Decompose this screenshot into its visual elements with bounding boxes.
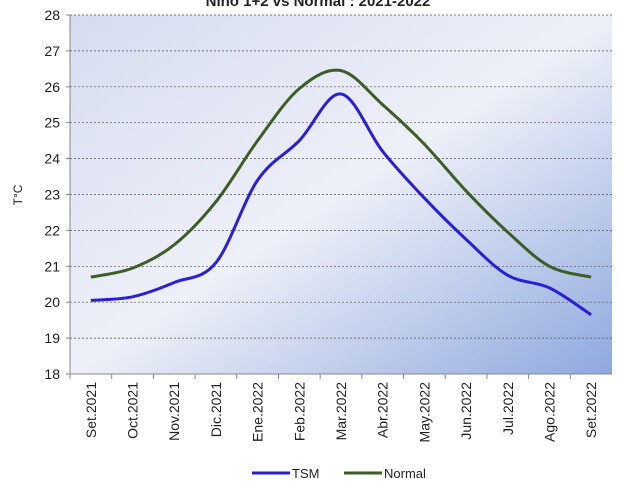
x-tick-label: Ago.2022	[541, 382, 557, 442]
y-tick-label: 28	[44, 7, 60, 23]
y-tick-label: 24	[44, 151, 60, 167]
x-tick-label: Oct.2021	[125, 382, 141, 439]
x-tick-label: Dic.2021	[208, 382, 224, 437]
chart-title: Niño 1+2 vs Normal : 2021-2022	[206, 0, 431, 10]
x-tick-label: Feb.2022	[291, 382, 307, 441]
y-tick-label: 21	[44, 258, 60, 274]
y-tick-label: 22	[44, 222, 60, 238]
y-tick-label: 23	[44, 187, 60, 203]
legend-label: Normal	[384, 466, 426, 481]
y-tick-label: 18	[44, 366, 60, 382]
x-tick-label: May.2022	[416, 382, 432, 443]
x-tick-label: Set.2021	[83, 382, 99, 438]
x-tick-label: Ene.2022	[250, 382, 266, 442]
x-tick-label: Mar.2022	[333, 382, 349, 441]
y-axis-label: T°C	[11, 184, 25, 205]
y-tick-label: 26	[44, 79, 60, 95]
y-tick-label: 25	[44, 115, 60, 131]
legend-label: TSM	[292, 466, 319, 481]
x-tick-label: Abr.2022	[375, 382, 391, 438]
y-tick-label: 19	[44, 330, 60, 346]
line-series	[90, 68, 592, 279]
y-tick-label: 27	[44, 43, 60, 59]
line-series	[90, 92, 592, 317]
x-tick-label: Jul.2022	[500, 382, 516, 435]
x-tick-label: Set.2022	[583, 382, 599, 438]
y-tick-label: 20	[44, 294, 60, 310]
x-tick-label: Nov.2021	[166, 382, 182, 441]
x-tick-label: Jun.2022	[458, 382, 474, 440]
plot-area	[70, 15, 612, 374]
